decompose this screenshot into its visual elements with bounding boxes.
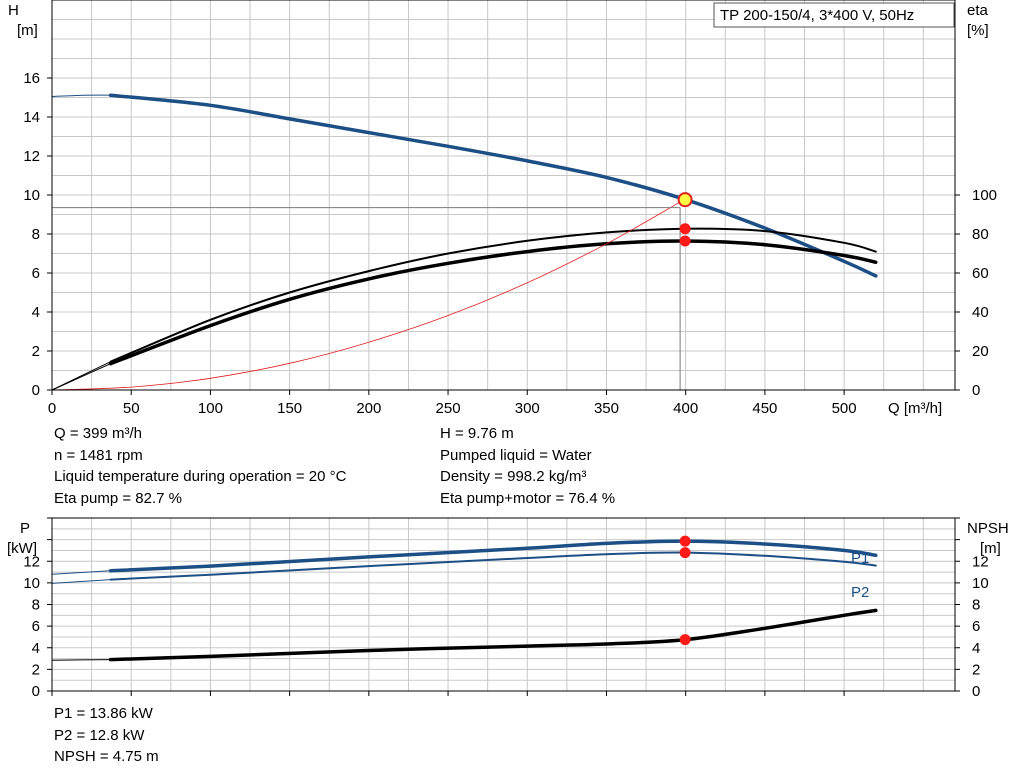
- y-right-tick-label: 12: [972, 553, 989, 570]
- x-tick-label: 50: [123, 400, 140, 417]
- y-axis-unit-eta: [%]: [967, 22, 989, 39]
- x-axis-label: Q [m³/h]: [888, 400, 942, 417]
- x-tick-label: 100: [198, 400, 223, 417]
- legend-p2: P2: [851, 584, 869, 601]
- info-liquid-temperature: Liquid temperature during operation = 20…: [54, 468, 347, 485]
- y-tick-label: 0: [32, 683, 40, 700]
- y-tick-label: 2: [32, 661, 40, 678]
- x-tick-label: 400: [673, 400, 698, 417]
- info-npsh: NPSH = 4.75 m: [54, 748, 159, 765]
- operating-point-npsh: [679, 634, 691, 646]
- chart-title: TP 200-150/4, 3*400 V, 50Hz: [720, 7, 914, 24]
- bottom-chart-tick-labels: 0 2 4 6 8 10 12 0 2 4 6 8 10 12: [23, 517, 989, 700]
- top-chart-grid: [51, 0, 955, 390]
- y-right-tick-label: 4: [972, 640, 980, 657]
- curve-system: [51, 199, 685, 391]
- top-chart-curves: [51, 93, 878, 391]
- y-tick-label: 6: [32, 618, 40, 635]
- y-tick-label: 14: [23, 109, 40, 126]
- bottom-chart-curves: [51, 539, 878, 662]
- x-tick-label: 0: [48, 400, 56, 417]
- y-tick-label: 2: [32, 343, 40, 360]
- info-eta-pump: Eta pump = 82.7 %: [54, 489, 182, 507]
- legend-p1: P1: [851, 550, 869, 567]
- y-tick-label: 6: [32, 265, 40, 282]
- y-tick-label: 16: [23, 70, 40, 87]
- info-p1: P1 = 13.86 kW: [54, 705, 153, 722]
- curve-eta_pump: [109, 227, 877, 363]
- operating-point-p1: [679, 535, 691, 547]
- y-right-tick-label: 60: [972, 265, 989, 282]
- y-right-tick-label: 20: [972, 343, 989, 360]
- y-right-tick-label: 80: [972, 226, 989, 243]
- y-tick-label: 8: [32, 597, 40, 614]
- y-right-tick-label: 10: [972, 575, 989, 592]
- info-pumped-liquid: Pumped liquid = Water: [440, 446, 592, 464]
- operating-point-p2: [679, 547, 691, 559]
- y-right-tick-label: 2: [972, 661, 980, 678]
- bottom-plot-frame: [51, 517, 956, 692]
- curve-P2-lead: [51, 579, 111, 584]
- info-speed: n = 1481 rpm: [54, 446, 143, 464]
- curve-NPSH-lead: [51, 659, 111, 661]
- info-flow: Q = 399 m³/h: [54, 425, 142, 442]
- x-tick-label: 350: [594, 400, 619, 417]
- y-axis-label-p: P: [20, 520, 30, 537]
- operating-point-eta-pump: [679, 223, 691, 235]
- x-tick-label: 200: [356, 400, 381, 417]
- y-tick-label: 10: [23, 575, 40, 592]
- y-tick-label: 4: [32, 640, 40, 657]
- operating-point-head: [677, 192, 693, 208]
- y-axis-label-eta: eta: [967, 2, 989, 19]
- curve-H-lead: [51, 94, 111, 97]
- bottom-chart-operating-points: [679, 535, 691, 646]
- curve-NPSH: [108, 608, 878, 662]
- y-axis-unit-p: [kW]: [7, 540, 37, 557]
- operating-point-eta-total: [679, 235, 691, 247]
- y-axis-unit-h: [m]: [17, 22, 38, 39]
- info-panel-left: Q = 399 m³/h n = 1481 rpm Liquid tempera…: [54, 423, 346, 509]
- y-tick-label: 10: [23, 187, 40, 204]
- curve-P1: [108, 539, 878, 573]
- chart-title-box: [713, 2, 955, 28]
- y-tick-label: 8: [32, 226, 40, 243]
- y-right-tick-label: 40: [972, 304, 989, 321]
- y-tick-label: 4: [32, 304, 40, 321]
- y-axis-label-h: H: [8, 2, 19, 19]
- y-tick-label: 0: [32, 382, 40, 399]
- y-right-tick-label: 100: [972, 187, 997, 204]
- x-tick-label: 450: [752, 400, 777, 417]
- y-tick-label: 12: [23, 553, 40, 570]
- bottom-chart-grid: [51, 518, 955, 691]
- info-panel-power: P1 = 13.86 kW P2 = 12.8 kW NPSH = 4.75 m: [54, 703, 159, 768]
- curve-eta_total-lead: [51, 363, 111, 391]
- x-tick-label: 300: [515, 400, 540, 417]
- info-density: Density = 998.2 kg/m³: [440, 468, 587, 485]
- curve-H: [108, 93, 878, 278]
- info-eta-pump-motor: Eta pump+motor = 76.4 %: [440, 489, 616, 507]
- y-axis-unit-npsh: [m]: [980, 540, 1001, 557]
- info-panel-right: H = 9.76 m Pumped liquid = Water Density…: [440, 423, 615, 509]
- x-tick-label: 250: [436, 400, 461, 417]
- top-plot-frame: [51, 0, 956, 391]
- x-tick-label: 150: [277, 400, 302, 417]
- top-chart-tick-labels: 0 50 100 150 200 250 300 350 400 450 5000246810121…: [23, 70, 997, 417]
- curve-eta_total: [108, 239, 878, 366]
- info-head: H = 9.76 m: [440, 425, 514, 442]
- curve-P1-lead: [51, 570, 111, 575]
- y-right-tick-label: 0: [972, 683, 980, 700]
- y-tick-label: 12: [23, 148, 40, 165]
- x-tick-label: 500: [832, 400, 857, 417]
- top-chart-operating-points: [677, 192, 693, 247]
- y-right-tick-label: 6: [972, 618, 980, 635]
- y-right-tick-label: 8: [972, 597, 980, 614]
- y-right-tick-label: 0: [972, 382, 980, 399]
- info-p2: P2 = 12.8 kW: [54, 726, 145, 744]
- y-axis-label-npsh: NPSH: [967, 520, 1009, 537]
- curve-P2: [109, 551, 877, 581]
